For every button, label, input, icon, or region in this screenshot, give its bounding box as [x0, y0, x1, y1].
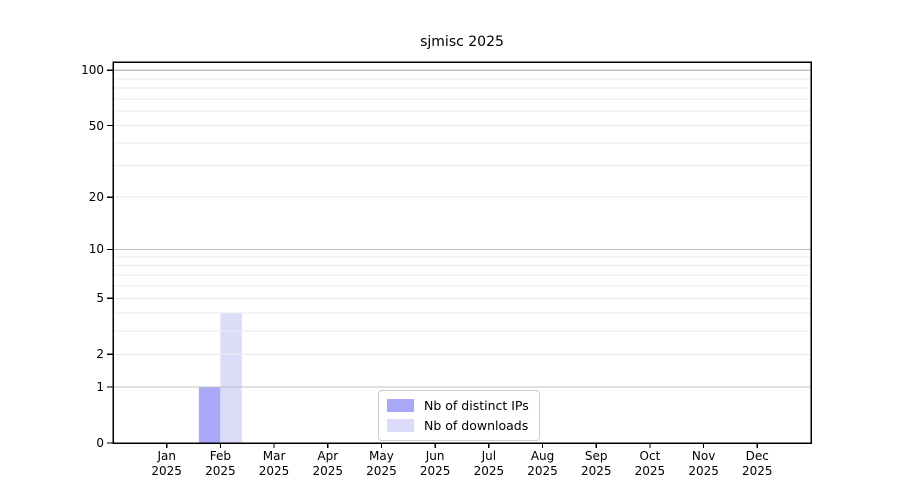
y-tick-label: 100 [81, 63, 104, 78]
y-tick-label: 10 [88, 242, 104, 257]
x-tick-label-dec: Dec 2025 [742, 449, 773, 478]
legend-item-downloads: Nb of downloads [387, 417, 529, 434]
legend-label-distinct-ips: Nb of distinct IPs [424, 398, 529, 413]
legend-item-distinct-ips: Nb of distinct IPs [387, 397, 529, 414]
bar-nb-of-downloads-feb [220, 313, 242, 443]
x-tick-label-may: May 2025 [366, 449, 397, 478]
y-tick-label: 20 [88, 190, 104, 205]
bar-nb-of-distinct-ips-feb [198, 387, 221, 443]
y-tick-label: 2 [96, 347, 104, 362]
x-tick-label-aug: Aug 2025 [527, 449, 558, 478]
y-tick-label: 0 [96, 436, 104, 450]
legend-swatch-distinct-ips [387, 399, 414, 412]
x-tick-label-nov: Nov 2025 [688, 449, 719, 478]
y-tick-label: 5 [96, 291, 104, 306]
legend-swatch-downloads [387, 419, 414, 432]
x-tick-label-mar: Mar 2025 [258, 449, 290, 478]
legend-label-downloads: Nb of downloads [424, 418, 529, 433]
y-tick-label: 1 [96, 380, 104, 395]
y-tick-label: 50 [88, 118, 104, 133]
x-tick-label-jul: Jul 2025 [473, 449, 505, 478]
x-tick-label-apr: Apr 2025 [312, 449, 344, 478]
x-tick-label-feb: Feb 2025 [205, 449, 236, 478]
x-tick-label-oct: Oct 2025 [634, 449, 666, 478]
x-tick-label-jun: Jun 2025 [419, 449, 451, 478]
x-tick-label-sep: Sep 2025 [580, 449, 612, 478]
legend: Nb of distinct IPs Nb of downloads [378, 390, 540, 441]
x-tick-label-jan: Jan 2025 [151, 449, 182, 478]
plot-border [112, 61, 812, 444]
chart-title: sjmisc 2025 [420, 34, 504, 50]
